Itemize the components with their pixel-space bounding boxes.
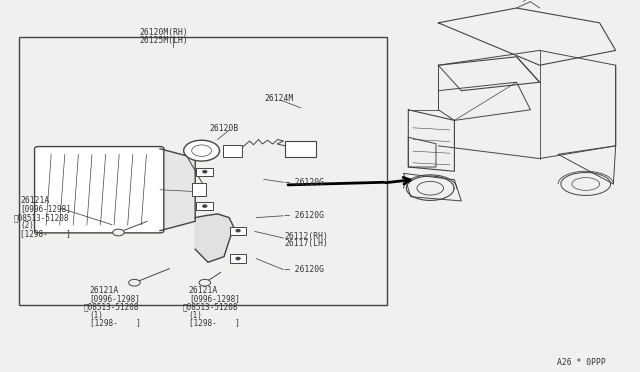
Bar bbox=[196, 202, 213, 210]
Text: — 26120G: — 26120G bbox=[285, 265, 324, 274]
Text: 26125M(LH): 26125M(LH) bbox=[140, 36, 188, 45]
Circle shape bbox=[203, 171, 207, 173]
Circle shape bbox=[199, 279, 211, 286]
Text: Ⓢ08513-51208: Ⓢ08513-51208 bbox=[83, 302, 139, 311]
Text: 26121A: 26121A bbox=[189, 286, 218, 295]
Text: [0996-1298]: [0996-1298] bbox=[20, 205, 71, 214]
Text: Ⓢ08513-51208: Ⓢ08513-51208 bbox=[182, 302, 238, 311]
Circle shape bbox=[203, 205, 207, 207]
Bar bbox=[230, 254, 246, 263]
Text: (2): (2) bbox=[20, 221, 35, 230]
Bar bbox=[223, 145, 242, 157]
Text: [1298-    ]: [1298- ] bbox=[20, 229, 71, 238]
Bar bbox=[19, 37, 387, 305]
Circle shape bbox=[113, 229, 124, 236]
Text: 26120B: 26120B bbox=[210, 124, 239, 133]
Circle shape bbox=[184, 140, 220, 161]
Text: 26124M: 26124M bbox=[264, 94, 294, 103]
Bar bbox=[192, 183, 206, 196]
Bar bbox=[196, 168, 213, 176]
Text: A26 * 0PPP: A26 * 0PPP bbox=[557, 358, 605, 367]
Bar bbox=[230, 227, 246, 235]
Text: 26117(LH): 26117(LH) bbox=[285, 239, 329, 248]
Text: [0996-1298]: [0996-1298] bbox=[189, 294, 239, 303]
Bar bbox=[285, 141, 316, 157]
Circle shape bbox=[129, 279, 140, 286]
Circle shape bbox=[192, 145, 211, 156]
Text: 26112(RH): 26112(RH) bbox=[285, 232, 329, 241]
Text: [0996-1298]: [0996-1298] bbox=[90, 294, 140, 303]
Text: — 26120G: — 26120G bbox=[285, 178, 324, 187]
Text: 26120M(RH): 26120M(RH) bbox=[140, 28, 188, 37]
Circle shape bbox=[236, 230, 240, 232]
Polygon shape bbox=[160, 149, 195, 231]
FancyBboxPatch shape bbox=[35, 147, 164, 233]
Text: (1): (1) bbox=[189, 311, 203, 320]
Text: 26121A: 26121A bbox=[90, 286, 119, 295]
Text: [1298-    ]: [1298- ] bbox=[90, 318, 140, 327]
Text: (1): (1) bbox=[90, 311, 104, 320]
Text: Ⓢ08513-51208: Ⓢ08513-51208 bbox=[14, 213, 70, 222]
Circle shape bbox=[236, 257, 240, 260]
Text: [1298-    ]: [1298- ] bbox=[189, 318, 239, 327]
Text: 26121A: 26121A bbox=[20, 196, 50, 205]
Text: — 26120G: — 26120G bbox=[285, 211, 324, 220]
Polygon shape bbox=[195, 214, 234, 262]
